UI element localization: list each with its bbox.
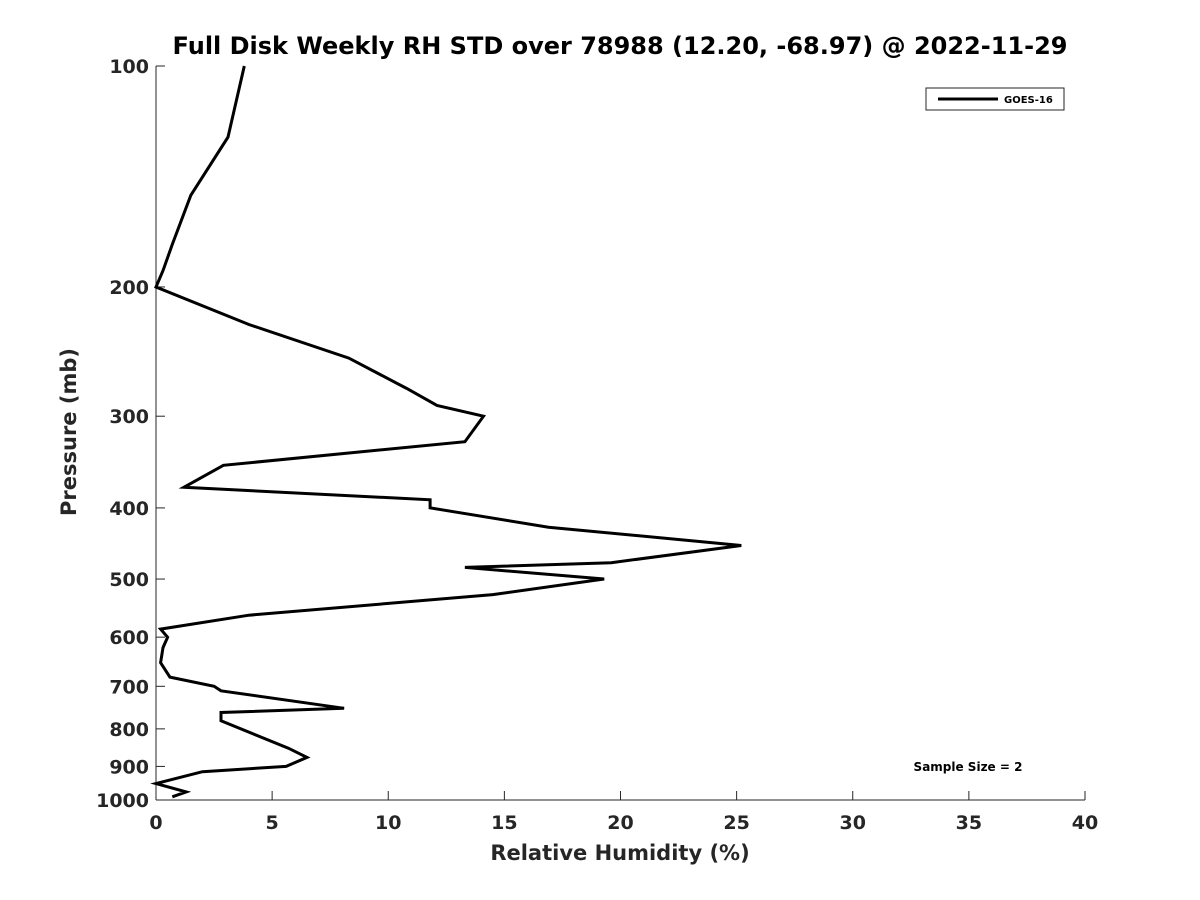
y-tick-label: 900 — [109, 756, 149, 778]
y-tick-label: 700 — [109, 676, 149, 698]
x-axis-label: Relative Humidity (%) — [490, 841, 749, 865]
x-tick-label: 5 — [266, 812, 279, 834]
y-tick-label: 300 — [109, 406, 149, 428]
series-layer — [150, 65, 742, 799]
x-tick-label: 20 — [607, 812, 633, 834]
y-tick-label: 800 — [109, 719, 149, 741]
series-line-goes-16 — [150, 65, 742, 799]
y-tick-label: 1000 — [96, 790, 149, 812]
y-tick-label: 200 — [109, 277, 149, 299]
chart-title: Full Disk Weekly RH STD over 78988 (12.2… — [173, 32, 1068, 60]
legend: GOES-16 — [925, 87, 1065, 111]
y-axis-label: Pressure (mb) — [57, 348, 81, 516]
x-tick-label: 0 — [149, 812, 162, 834]
x-axis-ticks: 0 5 10 15 20 25 30 35 40 — [149, 791, 1098, 834]
sample-size-annotation: Sample Size = 2 — [914, 760, 1023, 774]
y-tick-label: 600 — [109, 627, 149, 649]
x-tick-label: 10 — [375, 812, 401, 834]
x-tick-label: 40 — [1072, 812, 1098, 834]
y-tick-label: 100 — [109, 56, 149, 78]
x-tick-label: 35 — [956, 812, 982, 834]
x-tick-label: 15 — [491, 812, 517, 834]
x-tick-label: 25 — [723, 812, 749, 834]
y-tick-label: 500 — [109, 569, 149, 591]
plot-area: 0 5 10 15 20 25 30 35 40 100 200 300 400 500 600 700 80… — [96, 56, 1098, 834]
x-tick-label: 30 — [840, 812, 866, 834]
legend-label-goes16: GOES-16 — [1004, 95, 1053, 106]
y-tick-label: 400 — [109, 498, 149, 520]
y-axis-ticks: 100 200 300 400 500 600 700 800 900 1000 — [96, 56, 165, 812]
